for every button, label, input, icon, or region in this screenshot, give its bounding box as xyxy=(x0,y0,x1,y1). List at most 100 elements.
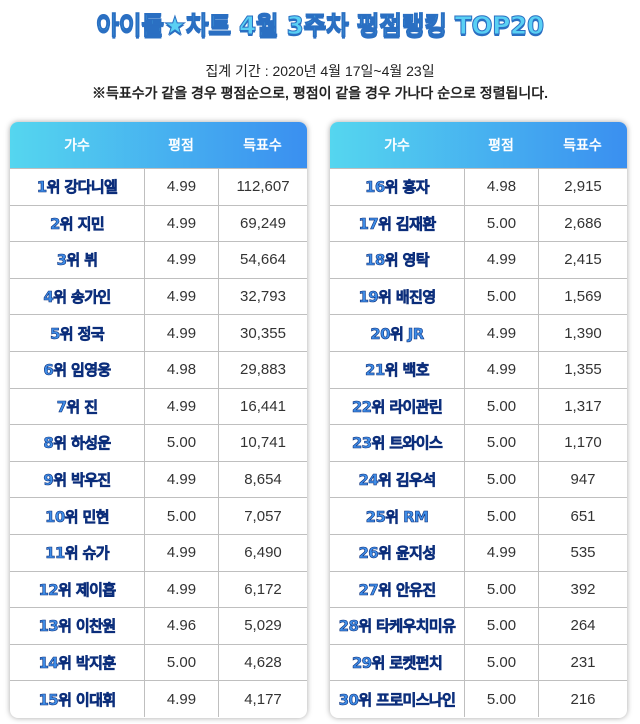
rating-value: 4.99 xyxy=(166,324,197,342)
header-rating: 평점 xyxy=(488,137,514,153)
table-row: 7위 진 4.99 16,441 xyxy=(10,387,307,425)
singer-cell: 13위 이찬원 xyxy=(10,608,144,644)
ranking-table-left: 가수 평점 득표수 1위 강다니엘 4.99 112,607 2위 지민 4.99 69,… xyxy=(10,122,307,718)
singer-name: 2위 지민 xyxy=(49,214,105,234)
votes-value: 29,883 xyxy=(240,361,286,379)
votes-value: 7,057 xyxy=(244,507,282,525)
singer-name: 21위 백호 xyxy=(365,361,430,380)
table-row: 19위 배진영 5.00 1,569 xyxy=(330,277,627,315)
singer-cell: 28위 타케우치미유 xyxy=(330,608,464,644)
rating-cell: 4.99 xyxy=(144,242,218,278)
singer-cell: 12위 제이홉 xyxy=(10,572,144,608)
table-row: 28위 타케우치미유 5.00 264 xyxy=(330,607,627,644)
rating-cell: 5.00 xyxy=(464,278,538,315)
singer-cell: 7위 진 xyxy=(10,389,144,425)
rating-value: 5.00 xyxy=(486,434,517,452)
singer-name: 3위 뷔 xyxy=(56,251,98,270)
votes-value: 2,415 xyxy=(564,251,602,269)
table-row: 10위 민현 5.00 7,057 xyxy=(10,497,307,534)
votes-value: 30,355 xyxy=(240,324,286,342)
singer-name: 30위 프로미스나인 xyxy=(338,690,456,709)
table-row: 29위 로켓펀치 5.00 231 xyxy=(330,643,627,681)
rating-cell: 4.99 xyxy=(464,315,538,351)
rating-value: 4.96 xyxy=(166,617,197,635)
votes-cell: 1,317 xyxy=(538,388,627,425)
rating-value: 4.99 xyxy=(486,251,517,269)
votes-cell: 4,628 xyxy=(218,644,307,681)
table-row: 1위 강다니엘 4.99 112,607 xyxy=(10,168,307,205)
singer-cell: 26위 윤지성 xyxy=(330,535,464,571)
table-row: 30위 프로미스나인 5.00 216 xyxy=(330,680,627,717)
singer-cell: 27위 안유진 xyxy=(330,572,464,608)
votes-value: 392 xyxy=(570,580,596,598)
rating-cell: 4.99 xyxy=(464,351,538,388)
singer-cell: 9위 박우진 xyxy=(10,462,144,498)
singer-name: 10위 민현 xyxy=(45,507,110,526)
votes-value: 6,172 xyxy=(244,580,282,598)
table-row: 27위 안유진 5.00 392 xyxy=(330,570,627,608)
rating-cell: 4.99 xyxy=(464,534,538,571)
singer-name: 7위 진 xyxy=(56,397,98,417)
votes-cell: 947 xyxy=(538,461,627,498)
table-row: 18위 영탁 4.99 2,415 xyxy=(330,241,627,278)
rating-value: 5.00 xyxy=(486,507,517,525)
votes-cell: 16,441 xyxy=(218,388,307,425)
votes-value: 1,317 xyxy=(564,397,602,415)
singer-name: 16위 홍자 xyxy=(365,178,430,197)
rating-value: 4.99 xyxy=(166,544,197,562)
votes-cell: 6,172 xyxy=(218,571,307,608)
table-row: 20위 JR 4.99 1,390 xyxy=(330,314,627,351)
rating-value: 4.99 xyxy=(166,214,197,232)
rating-cell: 4.99 xyxy=(144,534,218,571)
singer-name: 29위 로켓펀치 xyxy=(351,654,444,673)
table-row: 16위 홍자 4.98 2,915 xyxy=(330,168,627,205)
table-row: 5위 정국 4.99 30,355 xyxy=(10,314,307,351)
singer-cell: 1위 강다니엘 xyxy=(10,169,144,205)
votes-cell: 264 xyxy=(538,608,627,644)
rating-cell: 4.99 xyxy=(144,681,218,717)
rating-cell: 4.99 xyxy=(144,169,218,205)
votes-value: 1,390 xyxy=(564,324,602,342)
singer-name: 8위 하성운 xyxy=(43,434,111,453)
singer-cell: 6위 임영웅 xyxy=(10,352,144,388)
votes-cell: 5,029 xyxy=(218,608,307,644)
table-row: 12위 제이홉 4.99 6,172 xyxy=(10,570,307,608)
table-row: 13위 이찬원 4.96 5,029 xyxy=(10,607,307,644)
table-row: 3위 뷔 4.99 54,664 xyxy=(10,241,307,278)
singer-name: 15위 이대휘 xyxy=(38,690,116,709)
singer-cell: 10위 민현 xyxy=(10,498,144,534)
votes-cell: 535 xyxy=(538,534,627,571)
header-votes: 득표수 xyxy=(563,137,602,153)
rating-value: 4.98 xyxy=(486,178,517,196)
votes-cell: 8,654 xyxy=(218,461,307,498)
votes-value: 231 xyxy=(570,654,596,672)
table-row: 21위 백호 4.99 1,355 xyxy=(330,350,627,388)
votes-cell: 32,793 xyxy=(218,278,307,315)
votes-cell: 30,355 xyxy=(218,315,307,351)
sort-note: ※득표수가 같을 경우 평점순으로, 평점이 같을 경우 가나다 순으로 정렬됩… xyxy=(91,85,549,101)
rating-cell: 5.00 xyxy=(464,425,538,461)
singer-cell: 19위 배진영 xyxy=(330,279,464,315)
singer-cell: 15위 이대휘 xyxy=(10,681,144,717)
votes-cell: 54,664 xyxy=(218,242,307,278)
rating-value: 5.00 xyxy=(166,654,197,672)
singer-name: 20위 JR xyxy=(370,324,425,343)
table-body: 16위 홍자 4.98 2,915 17위 김재환 5.00 2,686 18위 영탁 4.9… xyxy=(330,168,627,717)
singer-name: 28위 타케우치미유 xyxy=(338,617,456,636)
singer-cell: 8위 하성운 xyxy=(10,425,144,461)
table-row: 24위 김우석 5.00 947 xyxy=(330,460,627,498)
singer-cell: 2위 지민 xyxy=(10,206,144,242)
singer-cell: 22위 라이관린 xyxy=(330,389,464,425)
rating-value: 4.99 xyxy=(166,288,197,306)
singer-name: 17위 김재환 xyxy=(358,214,436,234)
rating-cell: 4.98 xyxy=(464,169,538,205)
rating-value: 4.99 xyxy=(166,471,197,489)
table-row: 9위 박우진 4.99 8,654 xyxy=(10,460,307,498)
singer-cell: 18위 영탁 xyxy=(330,242,464,278)
votes-cell: 1,390 xyxy=(538,315,627,351)
rating-cell: 4.99 xyxy=(144,315,218,351)
singer-cell: 11위 슈가 xyxy=(10,535,144,571)
votes-cell: 231 xyxy=(538,644,627,681)
rating-cell: 5.00 xyxy=(464,571,538,608)
rating-value: 5.00 xyxy=(486,580,517,598)
